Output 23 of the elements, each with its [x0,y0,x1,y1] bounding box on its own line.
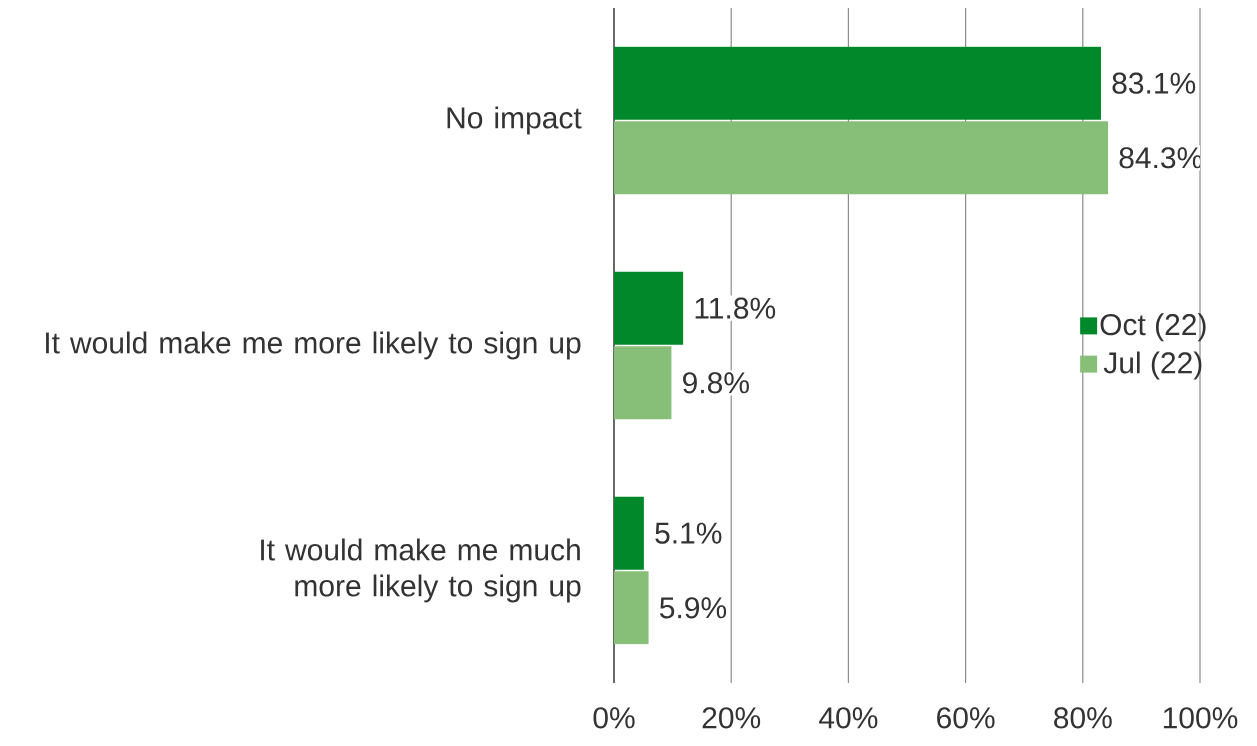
y-tick-label: No impact [447,106,582,135]
x-tick-label: 20% [702,707,761,729]
x-tick-label: 100% [1163,707,1238,729]
bar [614,46,1101,120]
bar [614,271,684,345]
x-tick-label: 60% [937,707,995,729]
data-label: 5.9% [659,597,727,619]
bar [614,571,649,645]
x-tick-label: 80% [1054,707,1112,729]
bar [614,121,1108,195]
data-label: 84.3% [1119,147,1203,169]
bar [614,496,644,570]
data-label: 5.1% [655,522,722,544]
x-tick-label: 40% [819,707,878,729]
y-tick-label: It would make me much more likely to sign up [261,538,581,603]
data-label: 9.8% [683,372,749,394]
y-tick-label: It would make me more likely to sign up [46,331,581,360]
legend-label: Jul (22) [1103,351,1202,380]
x-tick-label: 0% [593,707,635,729]
data-label: 83.1% [1112,72,1196,94]
legend-label: Oct (22) [1100,313,1206,342]
bar [614,346,672,420]
data-label: 11.8% [695,297,776,319]
